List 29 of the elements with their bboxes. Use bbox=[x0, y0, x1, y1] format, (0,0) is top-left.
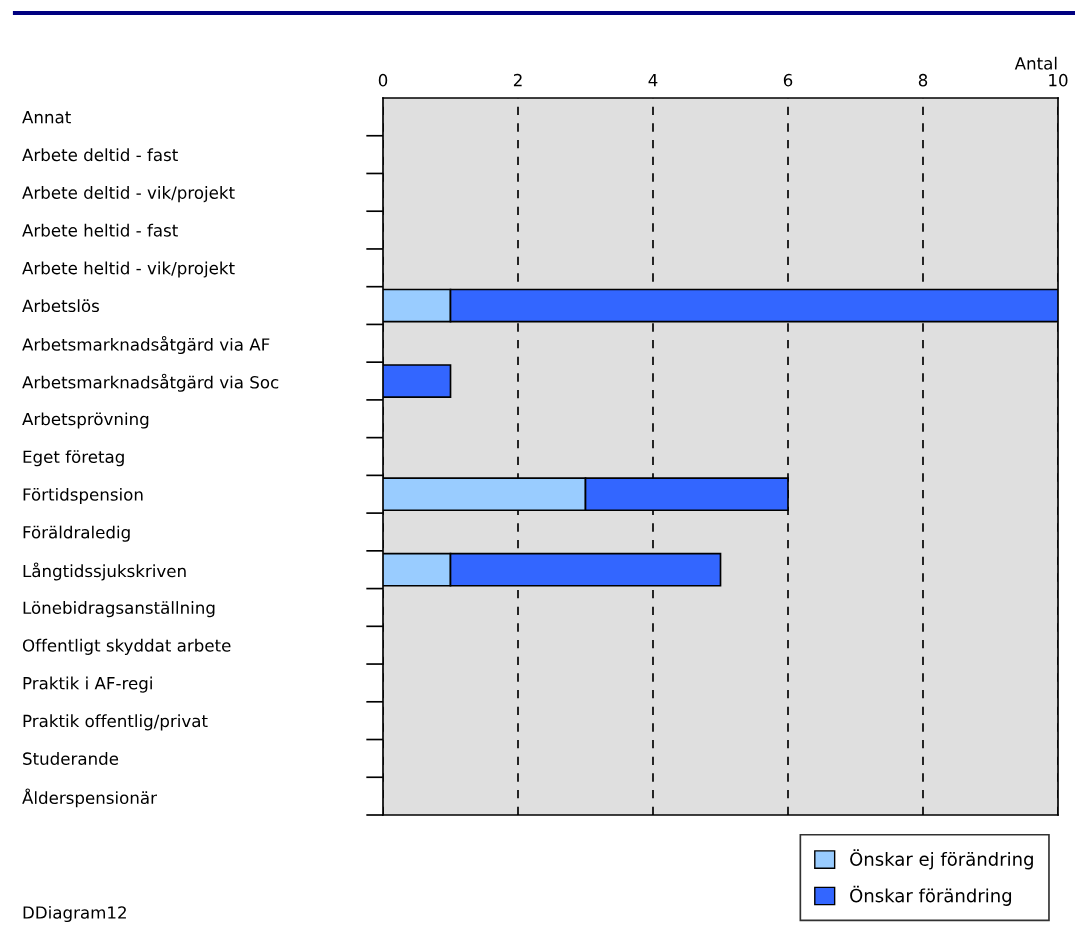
y-tick-label: Arbete deltid - fast bbox=[22, 148, 178, 162]
x-tick-label: 0 bbox=[378, 73, 388, 87]
x-tick-label: 6 bbox=[783, 73, 793, 87]
x-tick-label: 8 bbox=[918, 73, 928, 87]
y-tick-label: Praktik i AF-regi bbox=[23, 676, 152, 693]
y-tick-label: Arbete deltid - vik/projekt bbox=[22, 186, 235, 203]
y-tick-label: Arbete heltid - fast bbox=[22, 223, 178, 237]
text: DDiagram12 bbox=[23, 905, 126, 923]
x-tick-label: 2 bbox=[513, 73, 522, 87]
y-tick-label: Offentligt skyddat arbete bbox=[22, 638, 231, 655]
y-tick-label: Ålderspensionär bbox=[22, 788, 157, 808]
y-tick-label: Lönebidragsanställning bbox=[23, 601, 215, 618]
y-tick-label: Studerande bbox=[23, 752, 119, 765]
legend-label: Önskar ej förändring bbox=[850, 849, 1033, 870]
x-tick-label: 10 bbox=[1049, 73, 1068, 87]
y-tick-label: Praktik offentlig/privat bbox=[23, 714, 208, 731]
y-tick-label: Eget företag bbox=[23, 450, 124, 467]
y-tick-label: Annat bbox=[22, 111, 71, 124]
y-tick-label: Arbetsprövning bbox=[22, 412, 149, 429]
legend-label: Önskar förändring bbox=[850, 885, 1012, 906]
x-tick-label: 4 bbox=[648, 74, 658, 87]
y-tick-label: Förtidspension bbox=[23, 487, 143, 505]
y-tick-label: Föräldraledig bbox=[23, 525, 130, 542]
x-axis-title: Antal bbox=[1014, 56, 1057, 70]
y-tick-label: Arbetsmarknadsåtgärd via AF bbox=[22, 335, 270, 355]
y-tick-label: Arbetslös bbox=[22, 299, 99, 313]
y-tick-label: Arbete heltid - vik/projekt bbox=[22, 261, 235, 278]
y-tick-label: Långtidssjukskriven bbox=[23, 562, 186, 581]
y-tick-label: Arbetsmarknadsåtgärd via Soc bbox=[22, 373, 279, 392]
